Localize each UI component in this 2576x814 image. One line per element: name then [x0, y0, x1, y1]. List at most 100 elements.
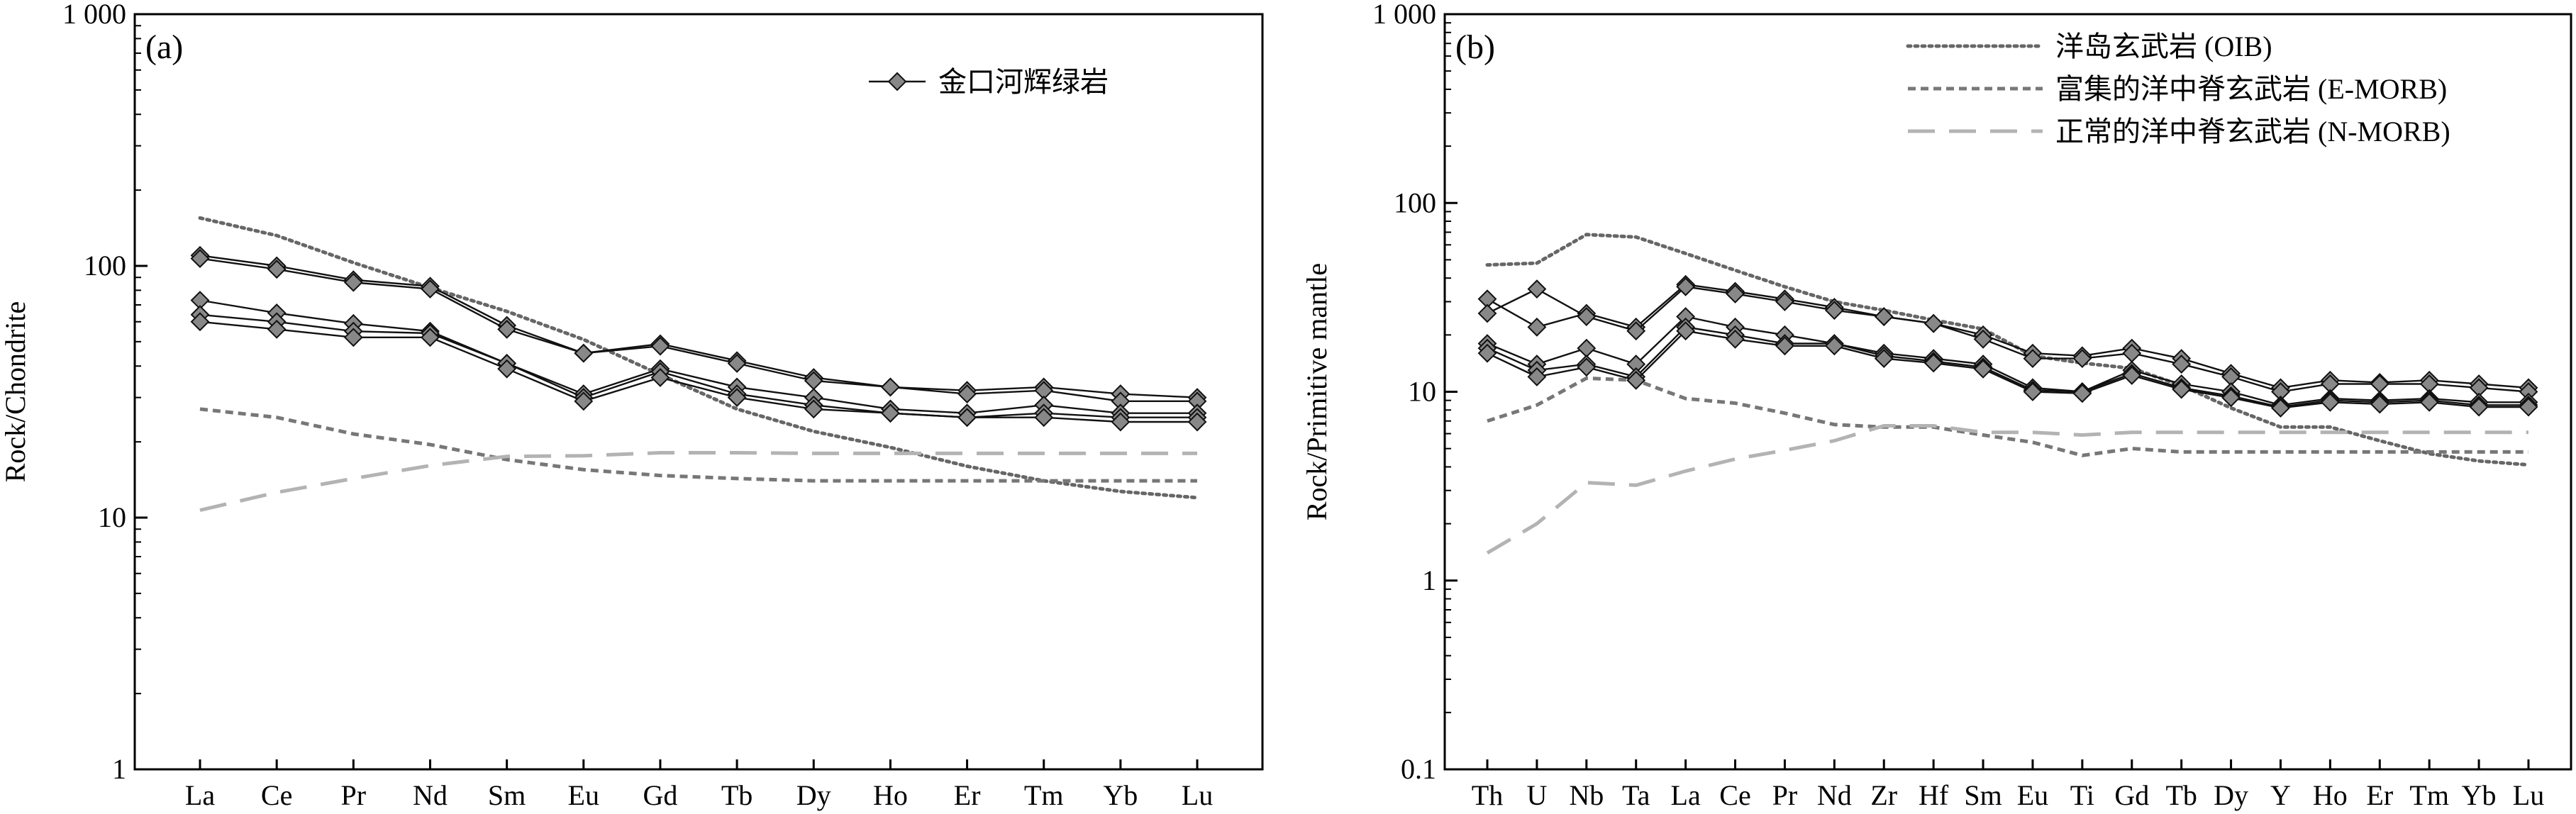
sample-point: [1577, 307, 1597, 326]
x-tick-label: Nb: [1569, 779, 1604, 811]
sample-point: [727, 388, 747, 408]
sample-point: [1187, 412, 1207, 432]
x-tick-label: Hf: [1919, 779, 1949, 811]
x-tick-label: La: [185, 779, 215, 811]
x-tick-label: Ta: [1622, 779, 1650, 811]
sample-point: [497, 359, 517, 379]
x-tick-label: Yb: [1103, 779, 1138, 811]
reference-line-e_morb: [199, 407, 1197, 483]
reference-line-oib: [198, 216, 1199, 500]
sample-point: [2023, 349, 2043, 369]
x-tick-label: Er: [954, 779, 981, 811]
x-tick-label: Pr: [341, 779, 367, 811]
sample-point: [1111, 412, 1131, 432]
y-axis-title: Rock/Primitive mantle: [1301, 263, 1333, 520]
sample-point: [1527, 317, 1547, 337]
sample-point: [1874, 349, 1894, 369]
sample-point: [2172, 379, 2192, 399]
sample-point: [1527, 367, 1547, 386]
panel-b-primitive-mantle: 0.1 1 10 100 1 000 Th U Nb Ta La Ce Pr Nd Zr Hf Sm Eu Ti G…: [1301, 0, 2572, 811]
x-tick-label: Tm: [1024, 779, 1064, 811]
sample-point: [1923, 313, 1943, 333]
y-tick-label: 10: [98, 501, 126, 533]
x-tick-label: Ho: [2313, 779, 2348, 811]
legend-marker-sample: [887, 72, 907, 91]
sample-point: [880, 377, 900, 397]
legend-label: 正常的洋中脊玄武岩 (N-MORB): [2055, 116, 2450, 147]
sample-line: [1487, 330, 2528, 409]
sample-point: [267, 319, 287, 339]
x-tick-label: Gd: [643, 779, 677, 811]
y-tick-label: 0.1: [1401, 753, 1436, 785]
sample-point: [1973, 329, 1993, 349]
x-tick-label: Ce: [261, 779, 292, 811]
sample-line: [199, 320, 1197, 423]
sample-point: [267, 260, 287, 279]
sample-point: [2370, 374, 2389, 394]
sample-point: [2023, 382, 2043, 401]
sample-point: [2221, 388, 2241, 408]
x-tick-label: Er: [2366, 779, 2393, 811]
plot-frame: [133, 13, 1264, 771]
x-tick-label: Y: [2270, 779, 2291, 811]
sample-point: [421, 279, 440, 299]
sample-point: [2072, 384, 2092, 403]
sample-line: [199, 299, 1197, 414]
sample-point: [1775, 292, 1794, 311]
y-tick-label: 1 000: [62, 0, 126, 30]
sample-point: [957, 384, 977, 403]
sample-point: [190, 249, 210, 268]
sample-point: [2320, 392, 2340, 412]
sample-point: [574, 391, 594, 411]
sample-point: [343, 272, 363, 292]
x-tick-label: Pr: [1772, 779, 1798, 811]
x-tick-label: Zr: [1870, 779, 1897, 811]
sample-point: [650, 368, 670, 387]
sample-point: [421, 328, 440, 347]
x-tick-label: Sm: [1964, 779, 2002, 811]
sample-point: [497, 319, 517, 339]
legend-label: 富集的洋中脊玄武岩 (E-MORB): [2055, 73, 2447, 105]
sample-point: [650, 336, 670, 356]
x-tick-label: Eu: [568, 779, 599, 811]
x-tick-label: Ce: [1719, 779, 1750, 811]
sample-point: [727, 354, 747, 373]
x-tick-label: Gd: [2114, 779, 2149, 811]
x-tick-label: Tb: [721, 779, 753, 811]
sample-point: [1775, 336, 1794, 356]
sample-point: [957, 408, 977, 428]
x-tick-label: Yb: [2462, 779, 2497, 811]
sample-point: [2370, 394, 2389, 414]
sample-point: [343, 328, 363, 347]
y-tick-label: 10: [1408, 376, 1436, 408]
sample-point: [2469, 397, 2489, 417]
y-axis-title: Rock/Chondrite: [0, 301, 31, 483]
x-tick-label: Th: [1472, 779, 1503, 811]
x-tick-label: Nd: [1817, 779, 1852, 811]
sample-point: [1477, 303, 1497, 323]
sample-line: [1487, 283, 2529, 389]
panel-label: (b): [1455, 28, 1495, 66]
sample-line: [1487, 316, 2528, 406]
sample-point: [1477, 343, 1497, 363]
x-tick-label: Tm: [2409, 779, 2449, 811]
sample-point: [1527, 279, 1547, 299]
sample-point: [1726, 284, 1745, 303]
legend-label: 洋岛玄武岩 (OIB): [2055, 30, 2272, 62]
sample-line: [199, 313, 1197, 418]
sample-point: [1923, 353, 1943, 373]
x-tick-label: Lu: [2513, 779, 2544, 811]
reference-line-e_morb: [1487, 376, 2528, 457]
sample-line: [1487, 326, 2528, 408]
sample-point: [1676, 321, 1696, 341]
sample-point: [2122, 366, 2142, 385]
sample-point: [1626, 321, 1646, 341]
sample-point: [2072, 349, 2092, 369]
sample-point: [2519, 397, 2538, 417]
sample-point: [190, 312, 210, 332]
panel-a-chondrite-ree: 1 10 100 1 000 La Ce Pr Nd Sm Eu Gd Tb Dy Ho Er Tm Yb Lu R…: [0, 0, 1264, 811]
reference-line-n_morb: [1486, 424, 2528, 554]
y-tick-label: 100: [84, 250, 126, 281]
reference-line-n_morb: [199, 451, 1197, 513]
sample-point: [804, 399, 823, 419]
